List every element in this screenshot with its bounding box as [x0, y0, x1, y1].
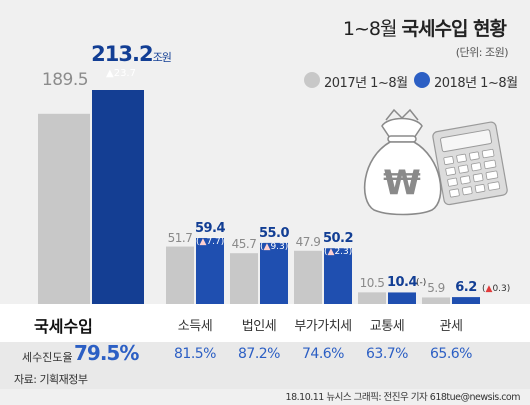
ratio-total: 79.5%	[74, 341, 139, 365]
category-label: 법인세	[241, 319, 277, 334]
category-label: 교통세	[369, 319, 405, 334]
change-label: (-)	[416, 278, 427, 289]
bar-2018-1	[196, 238, 224, 304]
bar-2017-2	[230, 253, 258, 304]
category-label: 소득세	[177, 319, 213, 334]
ratio-value: 63.7%	[366, 346, 408, 362]
change-label: (▲2.3)	[324, 247, 353, 258]
category-label: 부가가치세	[294, 319, 352, 334]
value-2018-label: 55.0	[258, 225, 290, 241]
source-note: 자료: 기획재정부	[14, 373, 88, 386]
value-2017-label: 47.9	[295, 234, 321, 249]
value-2017-label: 51.7	[167, 230, 193, 245]
category-band	[0, 308, 530, 342]
svg-text:₩: ₩	[383, 163, 421, 203]
ratio-band	[0, 342, 530, 369]
value-2018-label: 6.2	[455, 280, 477, 296]
money-bag-icon: ₩	[363, 108, 508, 216]
legend-swatch-2018	[414, 72, 430, 88]
bar-chart	[38, 90, 480, 304]
ratio-value: 65.6%	[430, 346, 472, 362]
value-2017-label: 45.7	[231, 237, 257, 252]
legend-label-2018: 2018년 1~8월	[434, 76, 518, 91]
unit-label: (단위: 조원)	[455, 46, 509, 59]
value-2017-label: 5.9	[427, 281, 445, 296]
value-2017-label: 10.5	[359, 276, 385, 291]
bar-2018-4	[388, 292, 416, 304]
bar-2017-4	[358, 292, 386, 304]
bar-2018-5	[452, 297, 480, 304]
change-label: (▲0.3)	[482, 284, 511, 295]
change-label: (▲7.7)	[196, 237, 225, 247]
category-label: 관세	[439, 319, 463, 334]
page-title: 1~8월 국세수입 현황	[342, 18, 507, 40]
bar-2018-3	[324, 248, 352, 304]
divider	[0, 304, 530, 308]
bar-2017-3	[294, 250, 322, 304]
ratio-label: 세수진도율	[22, 351, 73, 364]
footer-band	[0, 369, 530, 389]
bar-2018-2	[260, 242, 288, 304]
total-value-2017: 189.5	[41, 70, 89, 90]
bar-2018-total	[92, 90, 144, 304]
change-label: (▲9.3)	[260, 241, 289, 252]
value-2018-label: 59.4	[194, 221, 226, 236]
category-label-total: 국세수입	[34, 317, 93, 336]
legend-swatch-2017	[304, 72, 320, 88]
total-change: ▲23.7	[106, 68, 136, 79]
value-2018-label: 10.4	[386, 275, 418, 291]
bar-2017-1	[166, 246, 194, 304]
value-2018-label: 50.2	[322, 231, 354, 247]
total-value-2018: 213.2조원	[91, 42, 172, 66]
ratio-value: 87.2%	[238, 346, 280, 362]
bar-2017-total	[38, 113, 90, 304]
credit-line: 18.10.11 뉴시스 그래픽: 전진우 기자 618tue@newsis.c…	[285, 392, 521, 403]
ratio-value: 81.5%	[174, 346, 216, 362]
bar-2017-5	[422, 297, 450, 304]
legend-label-2017: 2017년 1~8월	[324, 76, 408, 91]
ratio-value: 74.6%	[302, 346, 344, 362]
